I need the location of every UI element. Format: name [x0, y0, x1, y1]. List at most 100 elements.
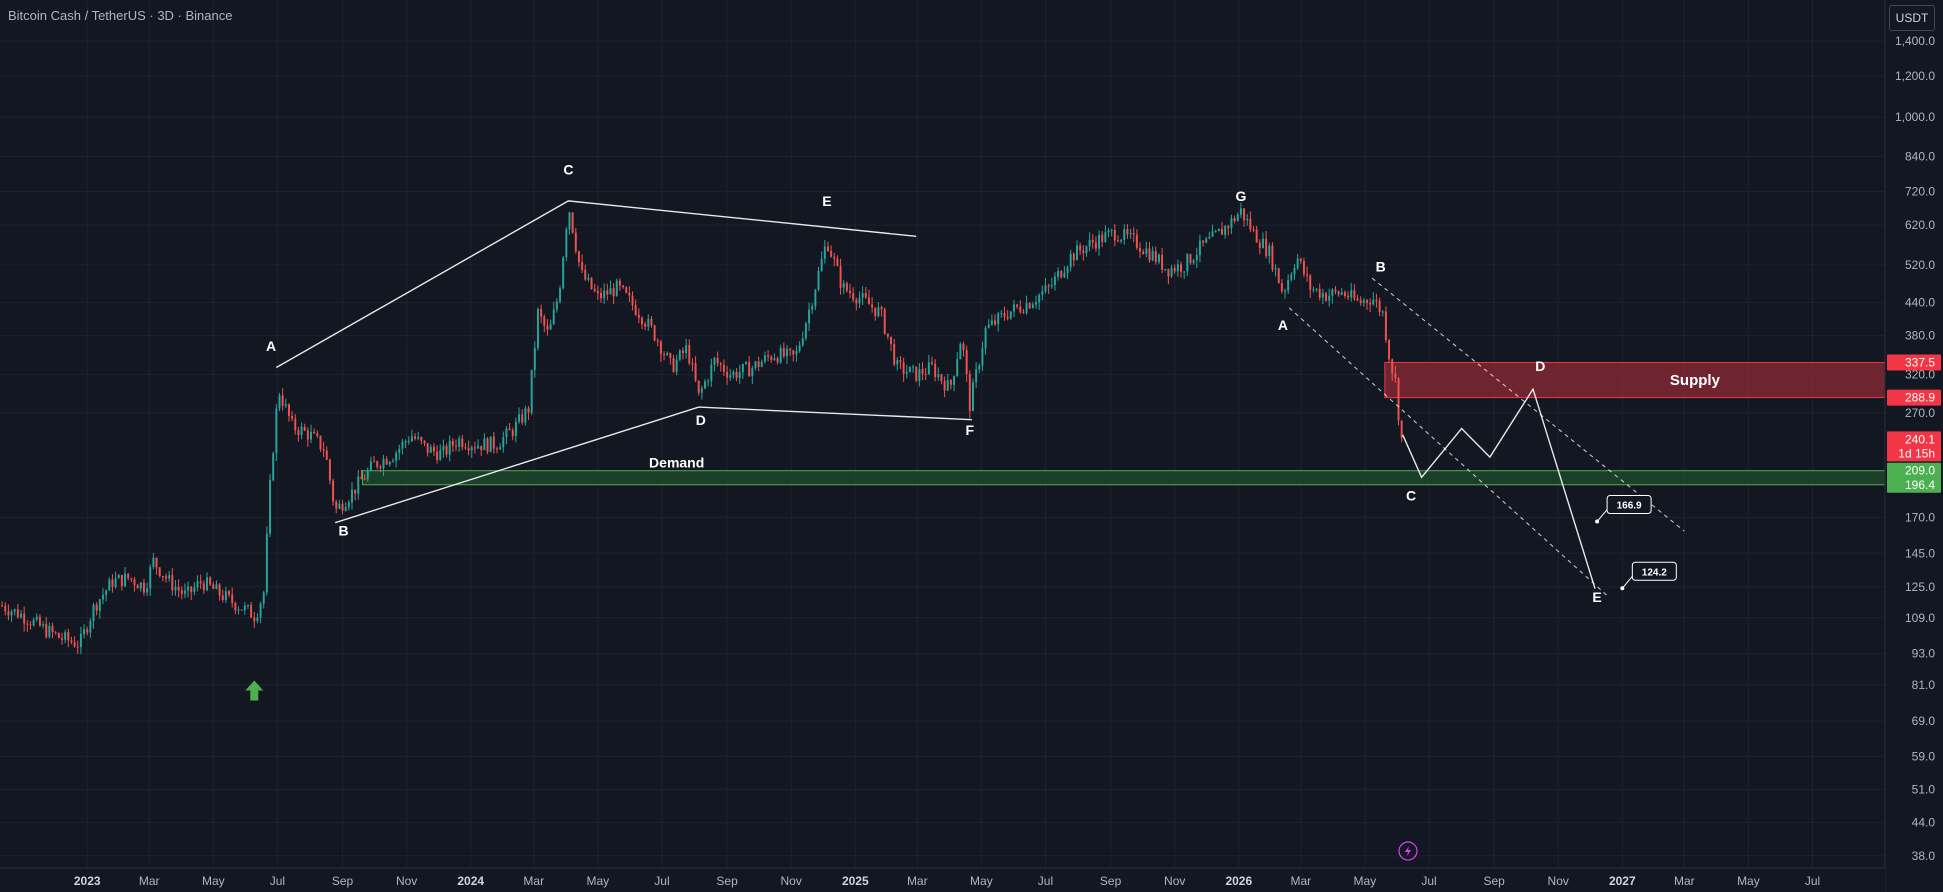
candle-body [1060, 270, 1063, 278]
time-tick: May [1737, 874, 1760, 888]
channel-line[interactable] [1371, 277, 1685, 532]
candle-body [117, 574, 120, 579]
candle-body [234, 602, 237, 611]
time-tick: Nov [1164, 874, 1185, 888]
candle-body [1293, 268, 1296, 275]
candle-body [1148, 248, 1151, 261]
candle-body [543, 316, 546, 326]
candle-body [237, 609, 240, 611]
candle-body [382, 458, 385, 469]
candle-body [997, 313, 1000, 325]
wave-line[interactable] [334, 406, 972, 524]
candle-body [726, 371, 729, 378]
candle-body [798, 345, 801, 352]
price-badge: 240.11d 15h [1887, 431, 1941, 462]
candle-body [754, 361, 757, 369]
price-badge-bg [1887, 389, 1941, 406]
candle-body [155, 557, 158, 568]
candle-body [133, 579, 136, 586]
candle-body [275, 408, 278, 454]
candle-body [839, 265, 842, 288]
candle-body [458, 438, 461, 447]
candle-body [366, 470, 369, 480]
candle-body [73, 642, 76, 647]
candle-body [212, 584, 215, 589]
candle-body [568, 212, 571, 230]
candle-body [1287, 279, 1290, 291]
candle-body [1107, 230, 1110, 233]
demand-zone[interactable] [362, 470, 1886, 486]
time-tick: May [202, 874, 225, 888]
wave-label: D [696, 412, 706, 428]
time-tick: Mar [523, 874, 544, 888]
candle-body [867, 297, 870, 305]
currency-button[interactable]: USDT [1889, 5, 1935, 31]
candle-body [675, 359, 678, 372]
candle-body [820, 258, 823, 271]
candle-body [1123, 229, 1126, 240]
candle-body [467, 448, 470, 451]
supply-label: Supply [1670, 372, 1721, 389]
candle-body [622, 285, 625, 288]
candle-body [111, 579, 114, 587]
wave-line[interactable] [275, 200, 917, 369]
candle-body [1000, 313, 1003, 315]
candle-body [499, 447, 502, 450]
target-callout: 124.2 [1620, 561, 1677, 591]
candle-body [817, 270, 820, 290]
candle-body [379, 466, 382, 469]
candle-body [1312, 289, 1315, 291]
supply-zone[interactable] [1384, 361, 1886, 399]
candle-body [183, 590, 186, 594]
candle-body [502, 437, 505, 448]
flash-badge-icon[interactable] [1398, 841, 1418, 861]
price-axis[interactable]: 1,400.0 1,200.0 1,000.0 840.0 720.0 620.0 520.… [1884, 0, 1943, 892]
price-tick: 620.0 [1905, 218, 1935, 232]
candle-body [228, 591, 231, 595]
candle-body [341, 503, 344, 511]
candle-body [42, 624, 45, 626]
candle-body [398, 448, 401, 454]
price-tick: 320.0 [1905, 367, 1935, 381]
candle-body [297, 429, 300, 435]
wave-line[interactable] [1402, 387, 1596, 589]
price-tick: 38.0 [1912, 849, 1936, 863]
candle-body [826, 246, 829, 251]
buy-arrow-icon [245, 680, 264, 701]
candle-body [1306, 274, 1309, 276]
candle-body [953, 375, 956, 385]
candle-body [505, 428, 508, 438]
candle-body [1132, 233, 1135, 235]
candle-body [1221, 228, 1223, 235]
candle-body [1120, 239, 1123, 242]
chart-title: Bitcoin Cash / TetherUS · 3D · Binance [8, 8, 233, 23]
candle-body [108, 579, 111, 591]
candle-body [994, 320, 997, 325]
candle-body [357, 476, 360, 494]
time-axis[interactable]: 2023 Mar May Jul Sep Nov 2024 Mar May Jul Sep Nov 20… [0, 867, 1885, 892]
candle-body [1299, 258, 1302, 262]
candle-body [354, 489, 357, 494]
time-tick: Nov [1548, 874, 1569, 888]
candle-body [136, 585, 139, 589]
candle-body [647, 318, 650, 327]
candle-body [1047, 285, 1050, 287]
candle-body [745, 362, 747, 364]
candle-body [811, 306, 814, 310]
candle-body [294, 418, 297, 430]
candle-body [751, 368, 754, 377]
candle-body [1098, 234, 1101, 249]
candle-body [792, 350, 795, 355]
candle-body [407, 441, 410, 443]
candle-body [215, 584, 218, 589]
candle-body [420, 437, 423, 441]
lightning-icon [1405, 846, 1411, 856]
candle-body [269, 480, 272, 534]
candle-body [700, 388, 703, 393]
price-tick: 59.0 [1912, 749, 1936, 763]
candle-body [1214, 231, 1217, 233]
time-tick: Sep [1100, 874, 1122, 888]
candle-body [171, 575, 174, 591]
